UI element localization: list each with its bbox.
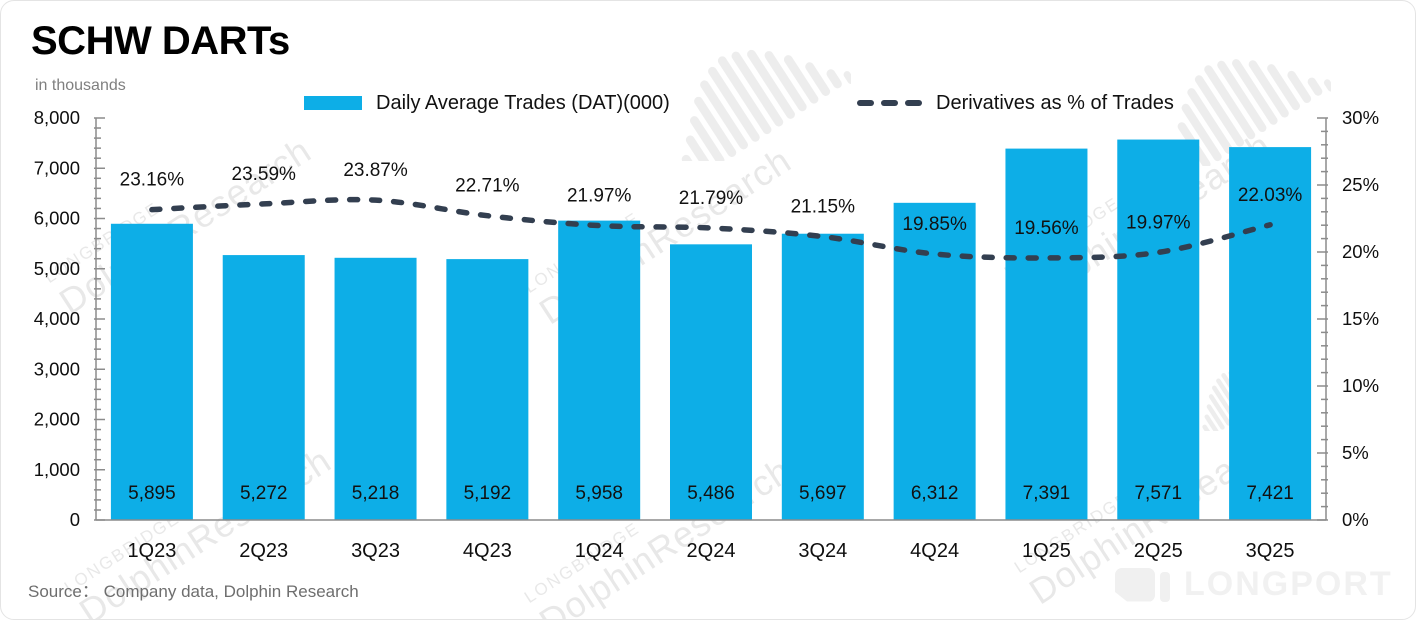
bar-value-label: 5,192 xyxy=(464,483,512,504)
y-tick-label-left: 1,000 xyxy=(34,459,80,480)
x-tick-label: 3Q23 xyxy=(351,540,400,562)
y-tick-label-right: 30% xyxy=(1342,107,1379,128)
pct-label: 21.97% xyxy=(567,186,632,207)
bar-series-swatch-icon xyxy=(304,96,362,110)
y-tick-label-right: 15% xyxy=(1342,308,1379,329)
bar-value-label: 5,486 xyxy=(687,483,735,504)
y-tick-label-left: 4,000 xyxy=(34,308,80,329)
bar-value-label: 5,218 xyxy=(352,483,400,504)
bar xyxy=(446,259,529,520)
pct-label: 19.85% xyxy=(902,214,967,235)
x-tick-label: 1Q25 xyxy=(1022,540,1071,562)
x-tick-label: 1Q24 xyxy=(575,540,624,562)
x-tick-label: 2Q23 xyxy=(239,540,288,562)
axis-units-label: in thousands xyxy=(35,77,126,94)
bar-value-label: 5,697 xyxy=(799,483,847,504)
bar-value-label: 7,391 xyxy=(1023,483,1071,504)
x-tick-label: 4Q24 xyxy=(910,540,959,562)
x-tick-label: 3Q25 xyxy=(1246,540,1295,562)
bar xyxy=(781,233,864,520)
y-tick-label-left: 0 xyxy=(70,509,80,530)
bar-value-label: 6,312 xyxy=(911,483,959,504)
x-tick-label: 2Q24 xyxy=(687,540,736,562)
y-tick-label-right: 0% xyxy=(1342,509,1369,530)
dashed-line-swatch-icon xyxy=(857,100,922,106)
pct-label: 23.16% xyxy=(120,170,185,191)
bar-value-label: 7,571 xyxy=(1134,483,1182,504)
pct-label: 22.71% xyxy=(455,176,520,197)
bar xyxy=(334,257,417,520)
x-tick-label: 3Q24 xyxy=(798,540,847,562)
y-tick-label-left: 7,000 xyxy=(34,157,80,178)
pct-label: 21.79% xyxy=(679,188,744,209)
y-tick-label-right: 10% xyxy=(1342,375,1379,396)
y-tick-label-left: 5,000 xyxy=(34,258,80,279)
x-tick-label: 4Q23 xyxy=(463,540,512,562)
longport-wordmark: LONGPORT xyxy=(1184,565,1393,603)
y-tick-label-left: 2,000 xyxy=(34,409,80,430)
legend-label: Daily Average Trades (DAT)(000) xyxy=(376,91,670,114)
y-tick-label-right: 5% xyxy=(1342,442,1369,463)
bar-value-label: 5,895 xyxy=(128,483,176,504)
pct-label: 19.56% xyxy=(1014,218,1079,239)
bar xyxy=(558,220,641,520)
longport-flag-icon xyxy=(1115,567,1170,602)
bar xyxy=(110,223,193,520)
x-tick-label: 1Q23 xyxy=(127,540,176,562)
bar xyxy=(1229,147,1312,520)
pct-label: 23.87% xyxy=(343,160,408,181)
bar xyxy=(1005,148,1088,521)
bar xyxy=(222,255,305,520)
derivatives-line xyxy=(149,196,1273,261)
y-tick-label-right: 20% xyxy=(1342,241,1379,262)
legend-item-line-series: Derivatives as % of Trades xyxy=(857,89,1174,117)
pct-label: 21.15% xyxy=(791,197,856,218)
x-tick-label: 2Q25 xyxy=(1134,540,1183,562)
longport-logo: LONGPORT xyxy=(1115,565,1393,604)
page-title: SCHW DARTs xyxy=(31,19,290,63)
pct-label: 22.03% xyxy=(1238,185,1303,206)
bar-value-label: 5,272 xyxy=(240,483,288,504)
y-tick-label-right: 25% xyxy=(1342,174,1379,195)
pct-label: 19.97% xyxy=(1126,212,1191,233)
legend-label: Derivatives as % of Trades xyxy=(936,91,1174,114)
legend-item-bar-series: Daily Average Trades (DAT)(000) xyxy=(304,89,670,117)
pct-label: 23.59% xyxy=(232,164,297,185)
y-tick-label-left: 3,000 xyxy=(34,358,80,379)
bar xyxy=(1117,139,1200,520)
y-tick-label-left: 8,000 xyxy=(34,107,80,128)
source-note: Source： Company data, Dolphin Research xyxy=(28,582,359,601)
bar xyxy=(670,244,752,521)
bar-value-label: 5,958 xyxy=(575,483,623,504)
y-tick-label-left: 6,000 xyxy=(34,208,80,229)
bar-value-label: 7,421 xyxy=(1246,483,1294,504)
